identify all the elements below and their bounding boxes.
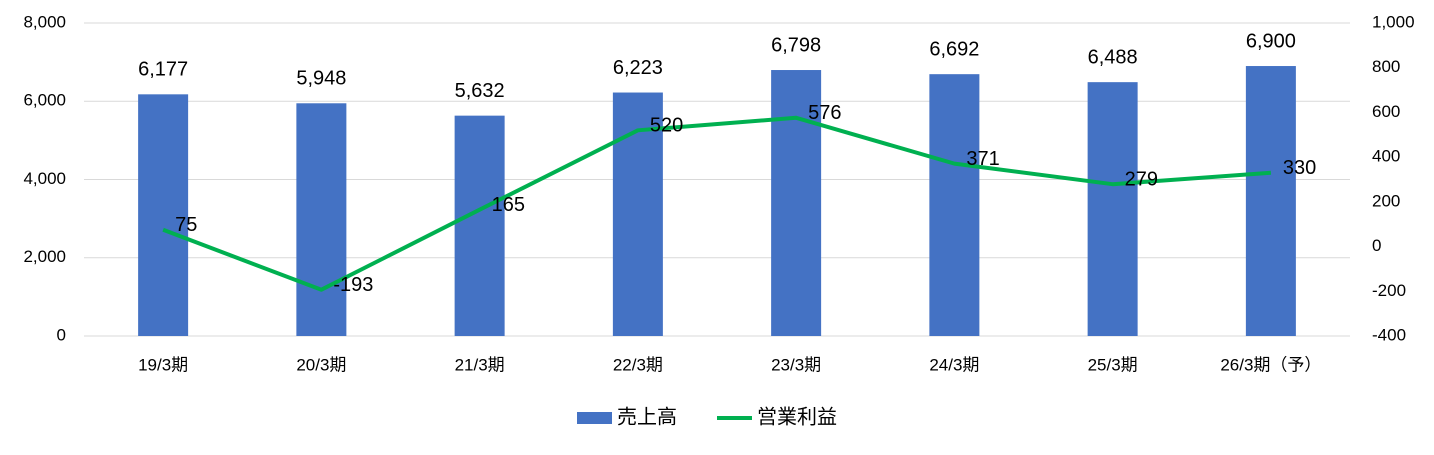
bar bbox=[454, 115, 505, 336]
y2-tick-label: 0 bbox=[1372, 236, 1381, 255]
legend-label: 営業利益 bbox=[757, 405, 837, 428]
legend-swatch bbox=[577, 412, 612, 424]
bar-value-label: 6,900 bbox=[1246, 30, 1296, 52]
y-tick-label: 0 bbox=[57, 325, 66, 344]
x-tick-label: 21/3期 bbox=[455, 355, 505, 374]
bar-value-label: 6,692 bbox=[929, 38, 979, 60]
bar-value-label: 5,632 bbox=[455, 80, 505, 102]
y2-tick-label: 800 bbox=[1372, 57, 1400, 76]
x-tick-label: 25/3期 bbox=[1088, 355, 1138, 374]
line-value-label: 75 bbox=[175, 214, 197, 236]
bar bbox=[929, 74, 980, 336]
bar bbox=[138, 94, 189, 336]
bar bbox=[612, 92, 663, 337]
line-value-label: 520 bbox=[650, 115, 683, 137]
x-tick-label: 23/3期 bbox=[771, 355, 821, 374]
y2-tick-label: -200 bbox=[1372, 281, 1406, 300]
y2-tick-label: 400 bbox=[1372, 147, 1400, 166]
bar-value-label: 6,488 bbox=[1088, 46, 1138, 68]
line-value-label: 279 bbox=[1125, 168, 1158, 190]
bar-value-label: 6,177 bbox=[138, 59, 188, 81]
bar bbox=[771, 70, 822, 336]
y2-tick-label: 1,000 bbox=[1372, 12, 1415, 31]
bar-value-label: 6,223 bbox=[613, 57, 663, 79]
x-tick-label: 22/3期 bbox=[613, 355, 663, 374]
line-value-label: 371 bbox=[966, 148, 999, 170]
line-series bbox=[162, 115, 1272, 292]
bar-value-label: 5,948 bbox=[296, 68, 346, 90]
y2-tick-label: 200 bbox=[1372, 191, 1400, 210]
y-tick-label: 8,000 bbox=[23, 12, 66, 31]
bar bbox=[1087, 82, 1138, 336]
y-tick-label: 2,000 bbox=[23, 247, 66, 266]
x-tick-label: 19/3期 bbox=[138, 355, 188, 374]
line-value-label: 165 bbox=[492, 194, 525, 216]
legend-label: 売上高 bbox=[617, 405, 677, 428]
x-tick-label: 24/3期 bbox=[929, 355, 979, 374]
line-value-label: -193 bbox=[333, 274, 373, 296]
y-tick-label: 4,000 bbox=[23, 169, 66, 188]
bar bbox=[296, 103, 347, 336]
x-tick-label: 20/3期 bbox=[296, 355, 346, 374]
bar bbox=[1245, 66, 1296, 336]
bar-value-label: 6,798 bbox=[771, 34, 821, 56]
y2-tick-label: -400 bbox=[1372, 325, 1406, 344]
y2-tick-label: 600 bbox=[1372, 102, 1400, 121]
line-value-label: 330 bbox=[1283, 157, 1316, 179]
y-tick-label: 6,000 bbox=[23, 91, 66, 110]
line-value-label: 576 bbox=[808, 102, 841, 124]
x-tick-label: 26/3期（予） bbox=[1220, 355, 1321, 374]
